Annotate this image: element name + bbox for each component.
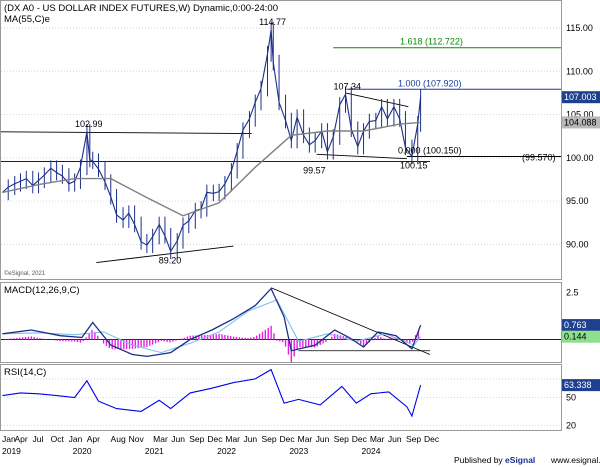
rsi-y-tick-label: 50 — [566, 393, 576, 403]
x-tick-label: Mar — [225, 434, 240, 444]
x-tick-label: Sep — [334, 434, 349, 444]
macd-signal-line — [2, 299, 422, 354]
x-tick-label: Apr — [87, 434, 100, 444]
price-tag: 104.088 — [564, 117, 597, 127]
price-tag: 107.003 — [564, 92, 597, 102]
x-year-label: 2023 — [289, 446, 308, 456]
esignal-watermark: ©eSignal, 2021 — [4, 270, 46, 277]
x-tick-label: Mar — [298, 434, 313, 444]
price-chart-title: (DX A0 - US DOLLAR INDEX FUTURES,W) Dyna… — [4, 3, 278, 14]
fib-level-label: 0.000 (100.150) — [398, 146, 462, 156]
x-tick-label: Jun — [243, 434, 257, 444]
price-y-tick-label: 110.00 — [566, 66, 593, 76]
wedge-lower-line — [316, 153, 407, 160]
x-year-label: 2022 — [217, 446, 236, 456]
x-tick-label: Dec — [352, 434, 368, 444]
price-annotation: 100.15 — [400, 161, 428, 171]
x-tick-label: Jun — [388, 434, 402, 444]
price-annotation: 114.77 — [259, 17, 286, 27]
x-tick-label: Aug — [111, 434, 126, 444]
price-tag-bg — [562, 116, 600, 129]
price-line — [2, 29, 422, 253]
rsi-y-tick-label: 20 — [566, 420, 576, 430]
price-annotation: 107.34 — [334, 81, 362, 91]
lower-channel-line — [96, 245, 234, 263]
rsi-title: RSI(14,C) — [4, 367, 46, 378]
x-tick-label: Apr — [15, 434, 28, 444]
price-annotation: 99.57 — [303, 166, 326, 176]
macd-title: MACD(12,26,9,C) — [4, 285, 80, 296]
macd-tag-bg — [562, 319, 600, 332]
x-year-label: 2024 — [362, 446, 381, 456]
x-tick-label: Dec — [207, 434, 223, 444]
x-tick-label: Jan — [2, 434, 16, 444]
x-year-label: 2020 — [73, 446, 92, 456]
price-y-tick-label: 100.00 — [566, 153, 594, 163]
macd-y-tick-label: 2.5 — [566, 287, 579, 297]
x-tick-label: Jan — [69, 434, 83, 444]
upper-channel-line — [0, 131, 252, 135]
macd-panel — [0, 282, 562, 363]
x-tick-label: Dec — [424, 434, 440, 444]
rsi-tag: 63.338 — [564, 380, 592, 390]
macd-tag: 0.144 — [564, 332, 587, 342]
macd-trend-line — [270, 287, 431, 355]
x-tick-label: Jul — [33, 434, 44, 444]
fib-level-label: 1.000 (107.920) — [398, 78, 462, 88]
price-annotation: 102.99 — [75, 119, 103, 129]
support-level-label: (99.570) — [522, 153, 556, 163]
macd-tag-bg — [562, 330, 600, 343]
macd-line — [2, 287, 422, 358]
x-tick-label: Sep — [262, 434, 277, 444]
footer-site: www.esignal.com — [550, 455, 600, 465]
price-y-tick-label: 115.00 — [566, 23, 593, 33]
x-tick-label: Oct — [51, 434, 65, 444]
x-tick-label: Sep — [406, 434, 421, 444]
svg-text:Published by eSignal: Published by eSignal — [454, 455, 535, 465]
x-tick-label: Jun — [171, 434, 185, 444]
rsi-tag-bg — [562, 379, 600, 392]
x-tick-label: Mar — [153, 434, 168, 444]
price-y-tick-label: 95.00 — [566, 196, 589, 206]
x-tick-label: Mar — [370, 434, 385, 444]
macd-tag: 0.763 — [564, 320, 587, 330]
rsi-line — [2, 368, 422, 418]
footer-published-by: Published by — [454, 455, 505, 465]
price-y-tick-label: 105.00 — [566, 110, 594, 120]
wedge-upper-line — [345, 92, 409, 108]
footer-brand: eSignal — [505, 455, 535, 465]
series-layer — [2, 22, 422, 418]
label-layer: 90.00 95.00 100.00 105.00 110.00 115.00 2.5 50 2… — [2, 17, 600, 456]
price-annotation: 89.20 — [159, 255, 182, 265]
x-year-label: 2019 — [2, 446, 21, 456]
x-tick-label: Nov — [129, 434, 145, 444]
price-panel — [0, 0, 562, 280]
x-tick-label: Jun — [316, 434, 330, 444]
price-tag-bg — [562, 91, 600, 104]
x-tick-label: Sep — [189, 434, 204, 444]
trend-lines — [0, 47, 561, 355]
ma-indicator-label: MA(55,C)e — [4, 14, 50, 25]
price-y-tick-label: 90.00 — [566, 239, 589, 249]
x-year-label: 2021 — [145, 446, 164, 456]
fib-level-label: 1.618 (112.722) — [400, 37, 463, 47]
x-tick-label: Dec — [280, 434, 296, 444]
ma55-line — [2, 121, 421, 217]
